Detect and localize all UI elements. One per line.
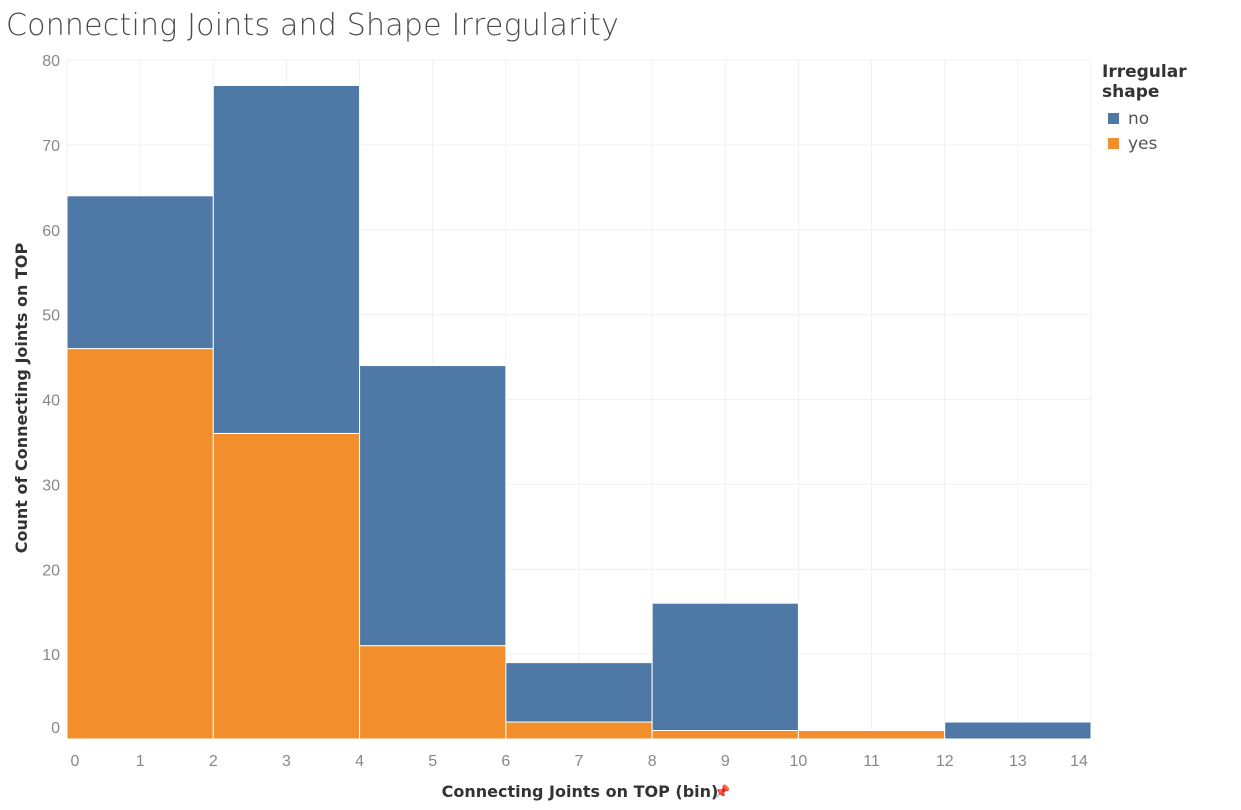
legend: Irregular shape no yes: [1102, 62, 1241, 156]
y-tick-label: 70: [42, 138, 60, 155]
y-axis-title: Count of Connecting Joints on TOP: [12, 243, 31, 554]
bar-yes[interactable]: [66, 348, 214, 740]
y-tick-label: 20: [42, 562, 60, 579]
chart-title: Connecting Joints and Shape Irregularity: [6, 8, 620, 43]
x-tick-label: 0: [71, 753, 80, 770]
bar-yes[interactable]: [212, 432, 361, 740]
legend-label-yes: yes: [1128, 133, 1158, 154]
bar-yes[interactable]: [359, 645, 507, 740]
bar-no[interactable]: [212, 84, 361, 434]
legend-title: Irregular shape: [1102, 62, 1187, 102]
bar-no[interactable]: [651, 602, 799, 732]
x-tick-label: 2: [209, 753, 218, 770]
y-tick-label: 30: [42, 477, 60, 494]
x-axis-ticks: 0 1 2 3 4 5 6 7 8 9 10 11 12 13 14: [71, 753, 1088, 770]
y-tick-label: 10: [42, 647, 60, 664]
pin-icon[interactable]: 📌: [714, 783, 730, 800]
legend-swatch-no: [1108, 113, 1119, 124]
y-axis-ticks: 0 10 20 30 40 50 60 70 80: [42, 53, 60, 737]
x-tick-label: 5: [428, 753, 437, 770]
x-tick-label: 4: [355, 753, 364, 770]
legend-item-no[interactable]: no: [1102, 106, 1241, 131]
bar-no[interactable]: [944, 721, 1092, 740]
y-tick-label: 60: [42, 223, 60, 240]
x-axis-title: Connecting Joints on TOP (bin): [442, 782, 719, 801]
x-tick-label: 8: [648, 753, 657, 770]
x-tick-label: 14: [1070, 753, 1088, 770]
x-tick-label: 6: [501, 753, 510, 770]
legend-swatch-yes: [1108, 138, 1119, 149]
y-tick-label: 50: [42, 308, 60, 325]
legend-label-no: no: [1128, 108, 1150, 129]
x-tick-label: 10: [790, 753, 808, 770]
bar-no[interactable]: [66, 195, 214, 350]
x-tick-label: 1: [136, 753, 145, 770]
x-tick-label: 11: [863, 753, 880, 770]
legend-item-yes[interactable]: yes: [1102, 131, 1241, 156]
y-tick-label: 40: [42, 393, 60, 410]
x-tick-label: 12: [936, 753, 954, 770]
bars-layer: [66, 84, 1092, 740]
x-tick-label: 3: [282, 753, 291, 770]
bar-no[interactable]: [359, 365, 507, 647]
bar-no[interactable]: [505, 662, 653, 723]
x-tick-label: 7: [575, 753, 584, 770]
x-tick-label: 13: [1009, 753, 1027, 770]
bar-yes[interactable]: [651, 730, 799, 740]
y-tick-label: 80: [42, 53, 60, 70]
y-tick-label: 0: [51, 720, 60, 737]
x-tick-label: 9: [721, 753, 730, 770]
bar-yes[interactable]: [797, 730, 946, 740]
bar-yes[interactable]: [505, 721, 653, 740]
